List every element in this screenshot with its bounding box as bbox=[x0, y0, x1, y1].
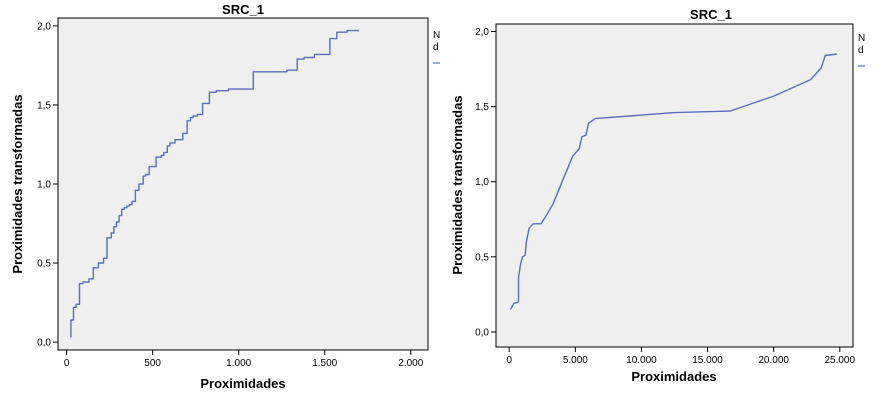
x-tick-label: 5.000 bbox=[563, 355, 588, 366]
y-tick-label: 0,5 bbox=[475, 252, 489, 263]
legend-fragment-text-1: N bbox=[433, 30, 440, 41]
y-tick-label: 2,0 bbox=[37, 21, 51, 32]
legend-fragment: N d bbox=[433, 30, 440, 64]
series-line bbox=[509, 53, 838, 310]
y-tick-label: 1,5 bbox=[475, 102, 489, 113]
x-tick-label: 25.000 bbox=[824, 355, 855, 366]
x-axis-label: Proximidades bbox=[631, 369, 716, 384]
plot-area bbox=[57, 17, 429, 351]
x-tick-label: 0 bbox=[64, 358, 70, 369]
y-axis-label: Proximidades transformadas bbox=[450, 95, 465, 274]
chart-left: SRC_1 Proximidades Proximidades transfor… bbox=[10, 2, 440, 391]
chart-title: SRC_1 bbox=[222, 2, 264, 17]
chart-panel-left: SRC_1 Proximidades Proximidades transfor… bbox=[10, 2, 440, 391]
y-tick-label: 1,0 bbox=[37, 180, 51, 191]
x-tick-label: 10.000 bbox=[626, 355, 657, 366]
legend-fragment: N d bbox=[858, 33, 865, 67]
y-tick-label: 0,0 bbox=[475, 327, 489, 338]
legend-fragment-text-2: d bbox=[858, 45, 864, 56]
x-axis-label: Proximidades bbox=[200, 376, 285, 391]
x-tick-label: 0 bbox=[506, 355, 512, 366]
x-tick-label: 1.000 bbox=[226, 358, 251, 369]
chart-panel-right: SRC_1 Proximidades Proximidades transfor… bbox=[443, 0, 886, 401]
plot-area bbox=[495, 23, 854, 348]
legend-fragment-text-1: N bbox=[858, 33, 865, 44]
x-tick-label: 500 bbox=[144, 358, 161, 369]
x-tick-label: 15.000 bbox=[692, 355, 723, 366]
x-tick-label: 2.000 bbox=[398, 358, 423, 369]
y-axis-label: Proximidades transformadas bbox=[10, 94, 25, 273]
legend-fragment-text-2: d bbox=[433, 42, 439, 53]
x-tick-label: 1.500 bbox=[312, 358, 337, 369]
x-tick-label: 20.000 bbox=[758, 355, 789, 366]
y-tick-label: 0,0 bbox=[37, 338, 51, 349]
y-tick-label: 2,0 bbox=[475, 27, 489, 38]
chart-right: SRC_1 Proximidades Proximidades transfor… bbox=[450, 7, 865, 384]
y-tick-label: 1,0 bbox=[475, 177, 489, 188]
y-tick-label: 0,5 bbox=[37, 259, 51, 270]
series-line bbox=[70, 29, 360, 338]
y-tick-label: 1,5 bbox=[37, 100, 51, 111]
chart-title: SRC_1 bbox=[690, 7, 732, 22]
